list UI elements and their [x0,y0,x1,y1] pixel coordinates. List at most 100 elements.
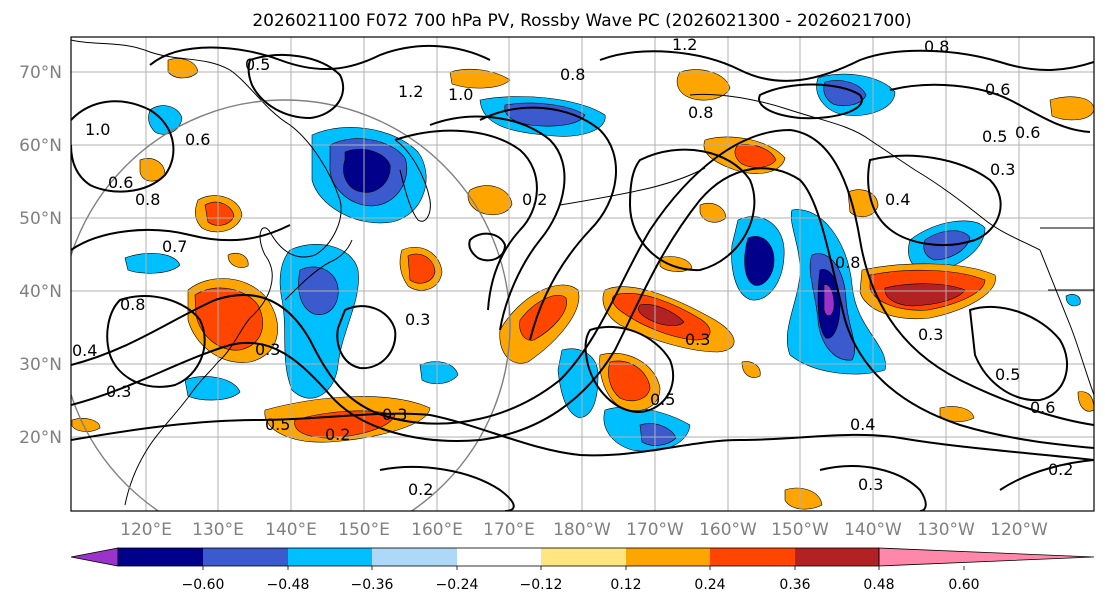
contour-label: 0.8 [120,295,145,314]
positive-anomaly-region [467,185,513,216]
lon-label: 150°E [338,520,390,540]
pv-contour-line [429,115,566,331]
contour-label: 0.5 [245,55,270,74]
colorbar-tick-label: 0.48 [863,577,894,593]
contour-label: 0.2 [408,480,433,499]
contour-label: 1.0 [448,85,473,104]
positive-anomaly-region [449,68,511,89]
lon-label: 170°E [483,520,535,540]
positive-anomaly-region [407,253,436,284]
pv-contour-line [819,465,927,511]
negative-anomaly-region [744,236,775,286]
pv-contour-line [71,224,291,251]
colorbar-tick-label: 0.60 [948,577,979,593]
colorbar-tick-label: 0.12 [610,577,641,593]
colorbar-segment [626,548,710,566]
contour-label: 0.5 [982,127,1007,146]
colorbar-tick-label: −0.60 [182,577,225,593]
negative-anomaly-region [823,284,835,317]
positive-anomaly-region [741,361,761,378]
lon-label: 120°E [120,520,172,540]
contour-label: 0.4 [72,341,97,360]
pv-contour-line [71,412,1094,461]
colorbar-min-extension [70,547,119,567]
colorbar-tick-label: −0.36 [351,577,394,593]
contour-label: 0.6 [1015,123,1040,142]
pv-contour-line [106,295,206,388]
colorbar: −0.60 −0.48 −0.36 −0.24 −0.12 0.12 0.24 … [70,547,1095,593]
contour-label: 0.5 [265,415,290,434]
contour-label: 1.0 [85,120,110,139]
colorbar-segment [118,548,203,566]
map-panel: 0.5 1.0 0.6 0.6 0.8 0.7 0.8 0.4 0.3 0.5 … [70,36,1095,512]
contour-label: 0.8 [135,190,160,209]
pv-contour-line [394,129,538,311]
alaska-coastline [689,93,1041,251]
contour-label: 0.7 [162,237,187,256]
contour-label: 0.2 [325,425,350,444]
contour-label: 0.3 [106,382,131,401]
contour-label: 0.8 [560,65,585,84]
colorbar-segment [795,548,879,566]
negative-anomaly-region [639,423,677,446]
colorbar-frame [117,547,880,567]
pv-anomaly-fills [71,58,1094,510]
contour-label: 0.5 [995,365,1020,384]
negative-anomaly-region [419,361,459,384]
contour-label: 0.2 [1048,460,1073,479]
contour-label: 0.8 [924,37,949,56]
japan-coastline [284,239,353,301]
contour-label: 0.3 [382,405,407,424]
positive-anomaly-region [204,201,235,226]
positive-anomaly-region [519,294,567,341]
positive-anomaly-region [194,287,263,351]
lat-label: 30°N [19,355,62,375]
positive-anomaly-region [608,360,651,401]
pv-contour-line [71,128,1094,426]
lat-label: 70°N [19,63,62,83]
lon-label: 160°W [699,520,757,540]
lon-label: 140°W [844,520,902,540]
contour-label: 0.6 [108,173,133,192]
negative-anomaly-region [1065,294,1081,307]
pv-contour-line [628,148,756,272]
pv-contour-line [889,83,1091,133]
map-frame [70,36,1095,512]
contour-label: 0.5 [650,390,675,409]
pv-contour-line [468,232,507,262]
north-america-coastline [1039,249,1094,396]
colorbar-segment [457,548,541,566]
positive-anomaly-region [884,283,966,307]
lon-label: 130°W [917,520,975,540]
negative-anomaly-region [343,148,391,193]
figure-title: 2026021100 F072 700 hPa PV, Rossby Wave … [252,11,911,31]
lon-label: 140°E [265,520,317,540]
lat-label: 40°N [19,282,62,302]
na-border [1040,227,1094,291]
aleutian-islands [559,167,706,206]
colorbar-segment [203,548,288,566]
pv-contour-line [71,100,175,193]
contour-label: 0.6 [185,130,210,149]
contour-label: 0.2 [522,190,547,209]
colorbar-tick-label: −0.24 [436,577,479,593]
colorbar-segment [710,548,795,566]
lon-label: 130°E [192,520,244,540]
colorbar-tick-label: −0.12 [520,577,563,593]
positive-anomaly-region [659,256,693,272]
pv-contour-line [758,83,863,120]
contour-label: 0.3 [918,325,943,344]
pv-contour-line [999,459,1094,491]
positive-anomaly-region [71,418,101,432]
colorbar-ticks [202,566,965,570]
lon-label: 160°E [411,520,463,540]
longitude-axis: 120°E 130°E 140°E 150°E 160°E 170°E 180°… [120,520,1048,540]
colorbar-segment [541,548,626,566]
latitude-axis: 70°N 60°N 50°N 40°N 30°N 20°N [19,63,62,448]
pv-contour-line [599,49,1094,82]
lat-label: 20°N [19,428,62,448]
pv-contour-line [968,305,1069,402]
asia-coastline [71,39,342,506]
pv-contour-line [149,45,491,70]
